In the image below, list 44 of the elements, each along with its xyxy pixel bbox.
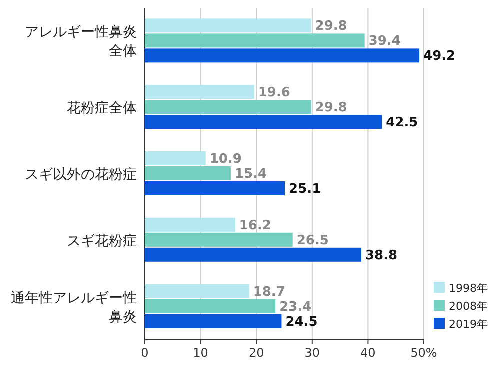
y-tick-label: スギ以外の花粉症 <box>25 167 137 183</box>
x-tick-label: 20 <box>248 346 264 360</box>
bar <box>145 18 312 33</box>
data-label: 29.8 <box>315 100 348 116</box>
bar <box>145 182 286 196</box>
data-label: 23.4 <box>280 300 312 315</box>
data-label: 24.5 <box>286 314 318 330</box>
y-tick-label: アレルギー性鼻炎全体 <box>25 24 137 60</box>
bar <box>145 100 312 114</box>
data-label: 18.7 <box>253 284 286 300</box>
x-tick-label: 50% <box>410 346 438 360</box>
bar <box>145 248 362 262</box>
bar <box>145 166 231 180</box>
x-tick-label: 30 <box>304 346 320 360</box>
x-tick-label: 10 <box>193 346 208 360</box>
legend-label: 2008年 <box>449 300 488 313</box>
x-tick-label: 40 <box>360 346 376 360</box>
bar <box>145 85 254 100</box>
bar <box>145 218 236 232</box>
bar <box>145 152 206 166</box>
bar <box>145 48 420 63</box>
bar <box>145 284 250 298</box>
y-tick-label: 通年性アレルギー性鼻炎 <box>11 290 137 326</box>
data-label: 10.9 <box>210 152 242 167</box>
legend-label: 1998年 <box>449 282 488 295</box>
data-label: 26.5 <box>296 233 329 248</box>
bar <box>145 115 382 130</box>
data-label: 19.6 <box>258 86 290 101</box>
bar <box>145 314 282 328</box>
data-label: 25.1 <box>289 182 322 197</box>
data-label: 15.4 <box>234 167 268 182</box>
y-tick-label: スギ花粉症 <box>67 233 137 250</box>
data-label: 49.2 <box>424 49 456 64</box>
data-label: 39.4 <box>368 34 401 50</box>
data-label: 16.2 <box>239 218 272 234</box>
bar <box>145 299 276 314</box>
data-label: 29.8 <box>315 19 348 34</box>
x-tick-label: 0 <box>141 346 149 360</box>
data-label: 42.5 <box>386 116 418 131</box>
data-label: 38.8 <box>366 248 398 264</box>
bar <box>145 232 293 247</box>
bar <box>145 34 365 48</box>
y-tick-label: 花粉症全体 <box>67 100 137 117</box>
legend-label: 2019年 <box>449 318 488 331</box>
